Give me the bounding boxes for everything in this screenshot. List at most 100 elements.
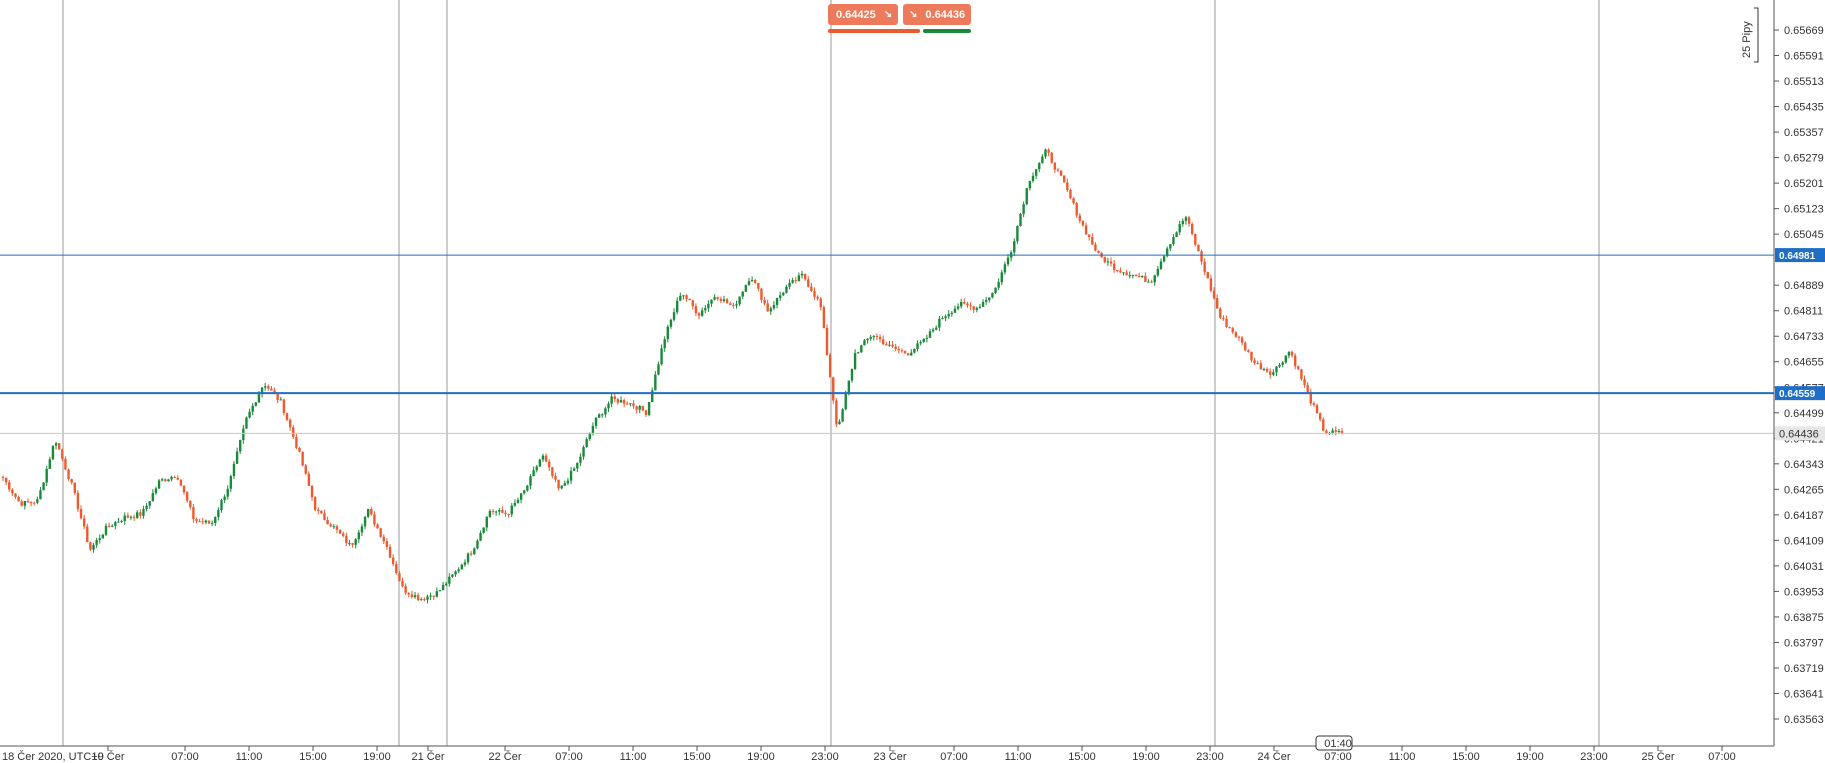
candle-body (445, 583, 448, 585)
candle-body (853, 353, 857, 369)
candle-body (685, 295, 688, 299)
candle-body (251, 405, 254, 412)
candle-body (482, 527, 485, 533)
y-tick-label: 0.65513 (1784, 76, 1824, 88)
candle-body (382, 536, 385, 542)
candle-body (860, 345, 863, 353)
y-tick-label: 0.65045 (1784, 229, 1824, 241)
candle-body (663, 339, 666, 349)
candle-body (548, 461, 551, 468)
candle-body (441, 584, 445, 591)
buy-arrow-icon: ↘ (909, 9, 918, 20)
candle-body (688, 298, 691, 301)
candle-body (167, 479, 170, 482)
candle-body (20, 501, 23, 506)
candle-body (86, 526, 89, 543)
candle-body (36, 499, 39, 503)
day-separator-grid (62, 0, 1600, 746)
candle-body (1234, 332, 1238, 337)
sell-quote-button[interactable]: 0.64425 ↘ (828, 4, 898, 25)
candle-body (632, 403, 635, 407)
candle-body (626, 403, 629, 405)
candle-body (1044, 149, 1047, 157)
candle-body (82, 518, 86, 527)
candle-body (822, 307, 826, 328)
candle-body (513, 502, 517, 506)
candle-body (928, 331, 932, 338)
candle-body (1244, 342, 1247, 351)
candle-body (226, 488, 229, 497)
candle-body (966, 303, 969, 306)
candle-body (132, 516, 136, 518)
candle-body (1272, 372, 1275, 375)
candle-body (1247, 350, 1250, 352)
horizontal-lines[interactable] (0, 254, 1774, 434)
candle-body (1109, 261, 1113, 264)
candle-body (825, 327, 829, 355)
candle-body (878, 336, 882, 340)
candle-body (541, 455, 545, 460)
candle-body (953, 308, 957, 313)
candle-body (1137, 275, 1141, 278)
candle-body (601, 414, 604, 416)
candle-body (320, 510, 323, 514)
y-tick-label: 0.63953 (1784, 586, 1824, 598)
candle-body (691, 300, 694, 307)
candle-body (510, 505, 513, 515)
candle-body (1134, 274, 1138, 276)
candle-body (310, 485, 314, 498)
candle-body (1275, 366, 1278, 373)
candle-body (975, 307, 979, 310)
buy-price: 0.64436 (925, 8, 966, 21)
candle-body (348, 543, 351, 545)
candle-body (33, 502, 36, 504)
candle-body (1019, 213, 1022, 227)
candle-body (729, 303, 732, 306)
candle-body (788, 282, 791, 287)
candle-body (763, 299, 766, 304)
candle-body (532, 470, 535, 477)
y-tick-label: 0.64343 (1784, 459, 1824, 471)
candle-body (1340, 430, 1344, 434)
x-tick-label: 07:00 (171, 751, 199, 763)
candle-body (410, 594, 414, 598)
candle-body (1119, 270, 1122, 273)
candle-body (619, 400, 623, 403)
candle-body (607, 403, 610, 409)
candle-body (816, 296, 819, 299)
candle-body (697, 313, 701, 316)
candle-body (220, 500, 223, 511)
candle-body (507, 513, 510, 515)
candle-body (98, 538, 101, 541)
x-tick-label: 23 Čer (873, 750, 906, 763)
candle-body (395, 564, 398, 574)
candle-body (931, 329, 935, 332)
candle-body (210, 523, 214, 525)
candle-body (1269, 371, 1272, 375)
candle-body (61, 449, 64, 459)
x-tick-label: 07:00 (1324, 751, 1352, 763)
sell-price: 0.64425 (836, 8, 876, 21)
candle-body (1000, 272, 1003, 283)
candle-body (451, 574, 454, 577)
candle-body (14, 493, 17, 498)
candle-body (735, 304, 738, 306)
candle-body (872, 335, 876, 337)
sell-arrow-icon: ↘ (883, 9, 893, 20)
candle-body (95, 540, 98, 545)
candle-body (813, 291, 816, 297)
candle-body (1081, 220, 1085, 226)
candle-body (1250, 351, 1253, 361)
candle-body (622, 400, 626, 404)
candle-body (1184, 217, 1188, 221)
candle-body (469, 553, 473, 555)
candle-body (354, 539, 357, 545)
time-marker[interactable]: 01:40 (1315, 735, 1353, 751)
candle-body (491, 510, 495, 512)
buy-quote-button[interactable]: ↘ 0.64436 (903, 4, 971, 25)
candle-body (123, 515, 126, 521)
candle-body (76, 492, 80, 510)
candle-body (1190, 223, 1194, 235)
candle-body (866, 338, 869, 341)
